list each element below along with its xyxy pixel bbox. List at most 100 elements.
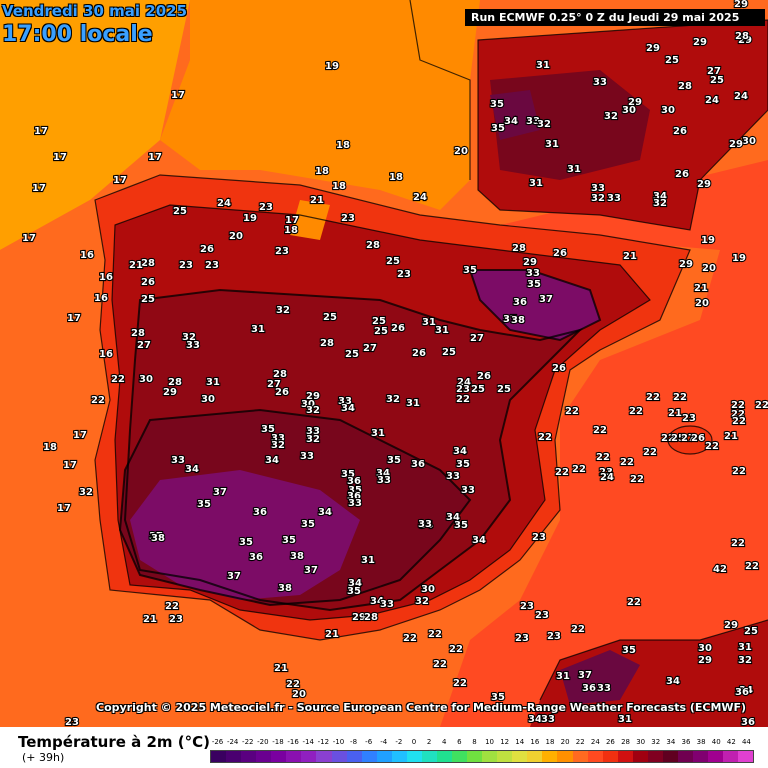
- temperature-value: 37: [227, 571, 241, 582]
- temperature-value: 29: [697, 179, 711, 190]
- scale-tick-label: 42: [726, 738, 736, 746]
- temperature-value: 18: [389, 172, 403, 183]
- temperature-value: 22: [453, 678, 467, 689]
- temperature-value: 28: [273, 369, 287, 380]
- temperature-value: 22: [165, 601, 179, 612]
- scale-swatch: [346, 751, 362, 762]
- temperature-value: 28: [512, 243, 526, 254]
- po-valley-peak: [490, 90, 540, 140]
- temperature-value: 23: [532, 532, 546, 543]
- temperature-value: 25: [374, 326, 388, 337]
- temperature-value: 34: [472, 535, 486, 546]
- scale-tick-label: 20: [560, 738, 570, 746]
- temperature-value: 18: [43, 442, 57, 453]
- temperature-value: 30: [742, 136, 756, 147]
- temperature-value: 20: [702, 263, 716, 274]
- temperature-value: 35: [622, 645, 636, 656]
- temperature-value: 29: [628, 97, 642, 108]
- north-africa-coastline: [539, 619, 768, 701]
- scale-swatch: [452, 751, 468, 762]
- temperature-value: 22: [571, 624, 585, 635]
- temperature-value: 37: [539, 294, 553, 305]
- temperature-value: 32: [415, 596, 429, 607]
- scale-tick-label: 12: [500, 738, 510, 746]
- temperature-value: 36: [347, 491, 361, 502]
- temperature-value: 29: [729, 139, 743, 150]
- scale-swatch: [557, 751, 573, 762]
- temperature-value: 34: [504, 116, 518, 127]
- temperature-value: 30: [301, 399, 315, 410]
- temperature-value: 33: [380, 599, 394, 610]
- scale-tick-label: 28: [621, 738, 631, 746]
- scale-tick-label: -14: [302, 738, 314, 746]
- temperature-value: 23: [179, 260, 193, 271]
- temperature-value: 22: [456, 394, 470, 405]
- temperature-value: 23: [341, 213, 355, 224]
- scale-swatch: [632, 751, 648, 762]
- temperature-value: 22: [630, 474, 644, 485]
- temperature-value: 32: [537, 119, 551, 130]
- temperature-value: 21: [129, 260, 143, 271]
- temperature-value: 24: [457, 377, 471, 388]
- temperature-value: 37: [213, 487, 227, 498]
- scale-swatch: [406, 751, 422, 762]
- temperature-value: 23: [515, 633, 529, 644]
- temperature-value: 33: [418, 519, 432, 530]
- temperature-value: 35: [301, 519, 315, 530]
- temperature-value: 20: [292, 689, 306, 700]
- temperature-value: 30: [698, 643, 712, 654]
- scale-tick-label: 22: [575, 738, 585, 746]
- scale-swatch: [602, 751, 618, 762]
- temperature-value: 22: [705, 441, 719, 452]
- temperature-value: 21: [325, 629, 339, 640]
- temperature-value: 36: [513, 297, 527, 308]
- temperature-value: 32: [653, 198, 667, 209]
- temperature-value: 33: [306, 426, 320, 437]
- scale-tick-label: 8: [472, 738, 477, 746]
- temperature-value: 26: [391, 323, 405, 334]
- temperature-value: 32: [591, 193, 605, 204]
- scale-swatch: [617, 751, 633, 762]
- temperature-value: 18: [315, 166, 329, 177]
- scale-swatch: [376, 751, 392, 762]
- temperature-value: 19: [243, 213, 257, 224]
- lead-time-label: (+ 39h): [22, 751, 65, 764]
- temperature-value: 35: [387, 455, 401, 466]
- pyrenees-cool-strip: [290, 200, 330, 240]
- temperature-value: 26: [691, 433, 705, 444]
- temperature-value: 17: [67, 313, 81, 324]
- temperature-value: 33: [591, 183, 605, 194]
- temperature-value: 37: [149, 531, 163, 542]
- isotherm-30: [123, 288, 584, 612]
- temperature-value: 33: [597, 683, 611, 694]
- temperature-value: 31: [618, 714, 632, 725]
- temperature-value: 31: [361, 555, 375, 566]
- temperature-value: 22: [646, 392, 660, 403]
- temperature-value: 34: [453, 446, 467, 457]
- scale-tick-label: 24: [590, 738, 600, 746]
- temperature-value: 33: [461, 485, 475, 496]
- scale-swatch: [241, 751, 257, 762]
- temperature-value: 23: [169, 614, 183, 625]
- temperature-value: 26: [477, 371, 491, 382]
- temperature-value: 35: [341, 469, 355, 480]
- temperature-value: 25: [710, 75, 724, 86]
- temperature-value: 17: [73, 430, 87, 441]
- temperature-value: 34: [341, 403, 355, 414]
- temperature-value: 24: [217, 198, 231, 209]
- temperature-value: 17: [285, 215, 299, 226]
- scale-swatch: [512, 751, 528, 762]
- scale-tick-label: 30: [636, 738, 646, 746]
- temperature-value: 38: [278, 583, 292, 594]
- temperature-value: 21: [724, 431, 738, 442]
- temperature-value: 25: [744, 626, 758, 637]
- temperature-value: 26: [552, 363, 566, 374]
- temperature-value: 35: [282, 535, 296, 546]
- temperature-value: 35: [491, 123, 505, 134]
- temperature-value: 32: [604, 111, 618, 122]
- temperature-value: 25: [665, 55, 679, 66]
- italy-coastline: [477, 19, 768, 231]
- temperature-value: 34: [419, 520, 433, 531]
- temperature-value: 30: [661, 105, 675, 116]
